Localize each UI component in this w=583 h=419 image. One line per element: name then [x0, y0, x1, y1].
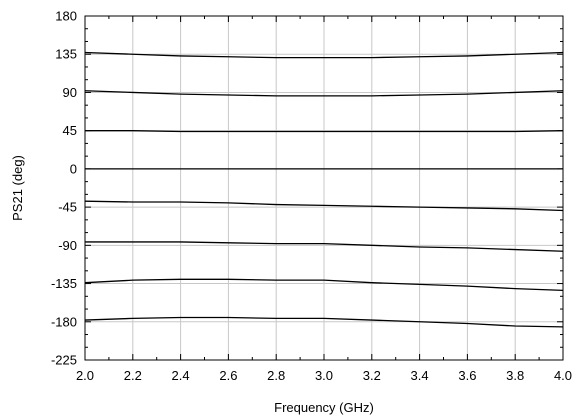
x-tick-label: 2.0: [76, 368, 94, 383]
x-tick-label: 2.6: [219, 368, 237, 383]
x-tick-label: 3.6: [458, 368, 476, 383]
y-tick-label: 180: [55, 9, 77, 24]
series-line-2: [84, 90, 564, 97]
series-line-5: [84, 200, 564, 212]
tick-marks: [84, 15, 564, 361]
y-tick-label: 0: [70, 161, 77, 176]
grid-lines: [85, 16, 563, 360]
x-tick-label: 2.4: [172, 368, 190, 383]
y-tick-label: -135: [51, 276, 77, 291]
x-axis-label: Frequency (GHz): [274, 400, 374, 415]
y-tick-label: 135: [55, 47, 77, 62]
series-line-1: [84, 51, 564, 59]
y-tick-label: -180: [51, 314, 77, 329]
x-tick-label: 4.0: [554, 368, 572, 383]
tick-labels: 2.0 2.2 2.4 2.6 2.8 3.0 3.2 3.4 3.6 3.8 4.0 180 135 9…: [51, 9, 572, 384]
series-lines: [84, 51, 564, 328]
x-tick-label: 2.2: [124, 368, 142, 383]
series-line-8: [84, 316, 564, 328]
y-tick-label: -90: [58, 238, 77, 253]
y-tick-label: 45: [63, 123, 77, 138]
x-tick-label: 3.4: [411, 368, 429, 383]
x-tick-label: 3.0: [315, 368, 333, 383]
series-line-6: [85, 241, 564, 252]
y-tick-label: 90: [63, 85, 77, 100]
y-tick-label: -225: [51, 353, 77, 368]
y-tick-label: -45: [58, 200, 77, 215]
series-line-3: [85, 130, 564, 133]
y-axis-label: PS21 (deg): [10, 155, 25, 221]
x-tick-label: 3.8: [506, 368, 524, 383]
series-line-7: [84, 278, 564, 291]
x-tick-label: 3.2: [363, 368, 381, 383]
x-tick-label: 2.8: [267, 368, 285, 383]
